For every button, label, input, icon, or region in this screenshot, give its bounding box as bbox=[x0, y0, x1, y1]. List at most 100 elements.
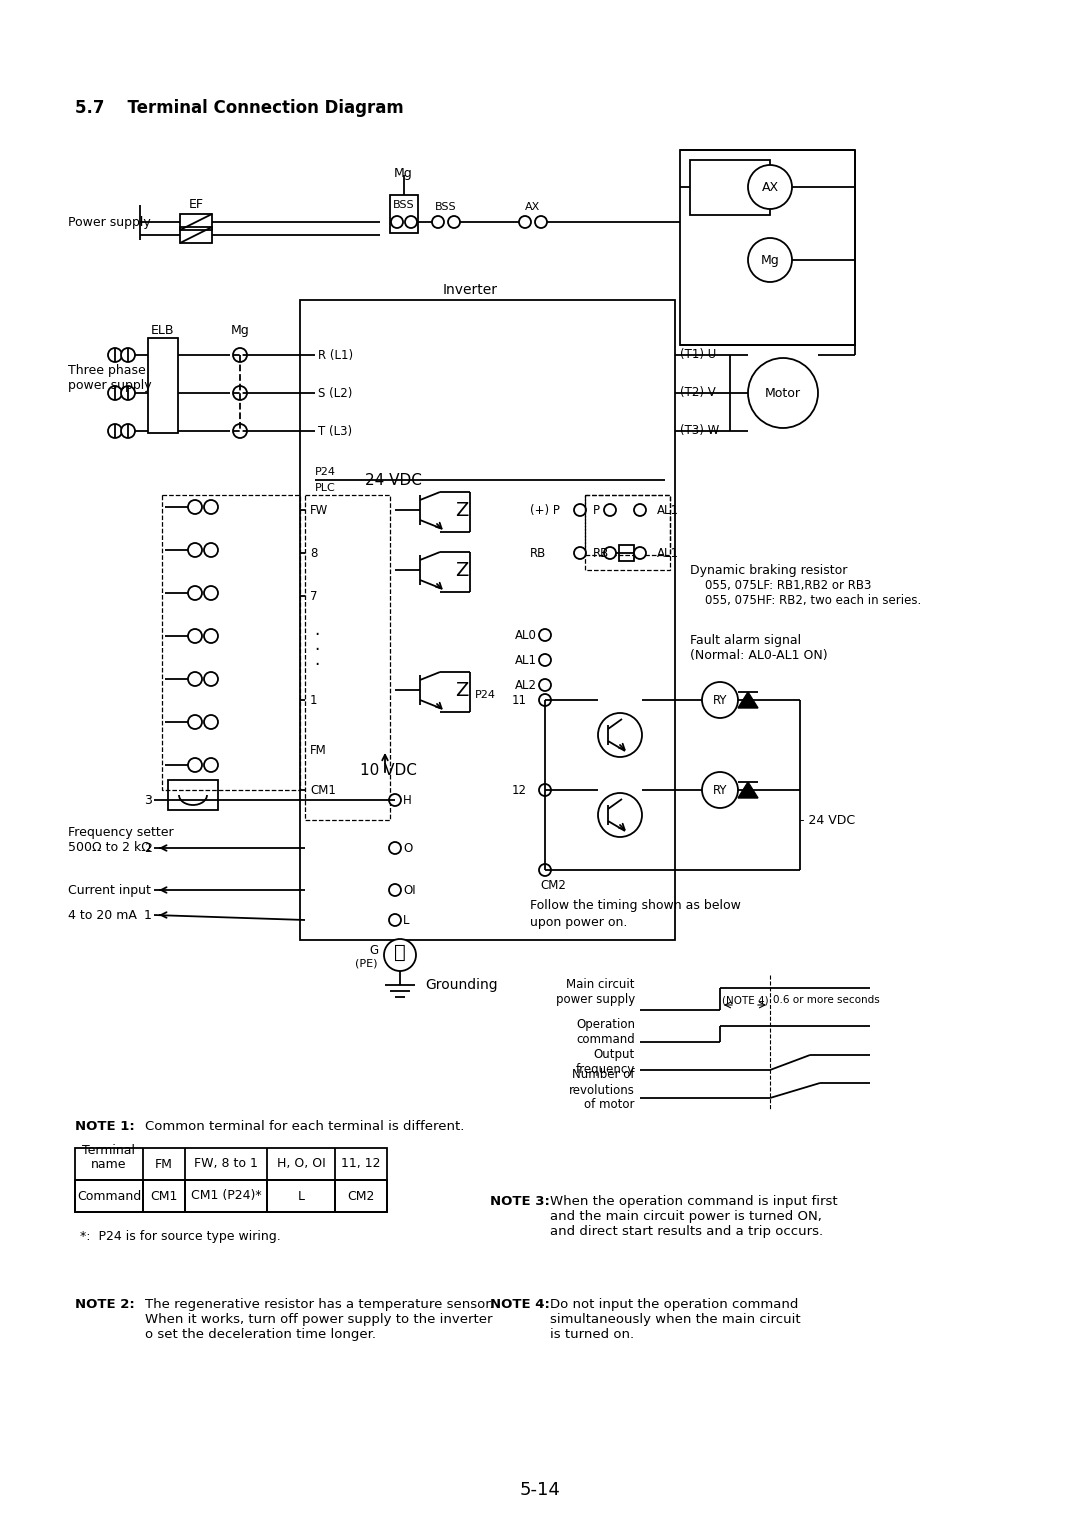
Text: P24: P24 bbox=[475, 691, 496, 700]
Text: (Normal: AL0-AL1 ON): (Normal: AL0-AL1 ON) bbox=[690, 648, 827, 662]
Text: 7: 7 bbox=[310, 590, 318, 602]
Bar bbox=[168, 779, 218, 810]
Circle shape bbox=[204, 715, 218, 729]
Circle shape bbox=[233, 387, 247, 400]
Text: Command: Command bbox=[77, 1189, 141, 1203]
Text: NOTE 2:: NOTE 2: bbox=[75, 1297, 135, 1311]
Text: AL1: AL1 bbox=[657, 504, 679, 516]
Text: Output
frequency: Output frequency bbox=[576, 1048, 635, 1076]
Text: CM1 (P24)*: CM1 (P24)* bbox=[191, 1189, 261, 1203]
Text: .: . bbox=[314, 651, 320, 669]
Text: T (L3): T (L3) bbox=[318, 425, 352, 437]
Text: BSS: BSS bbox=[435, 202, 457, 212]
Text: Z: Z bbox=[455, 501, 469, 520]
Circle shape bbox=[748, 165, 792, 209]
Text: Main circuit
power supply: Main circuit power supply bbox=[556, 978, 635, 1005]
Circle shape bbox=[121, 348, 135, 362]
Text: Mg: Mg bbox=[760, 254, 780, 266]
Text: (T1) U: (T1) U bbox=[680, 347, 716, 361]
Text: 1: 1 bbox=[310, 694, 318, 706]
Text: 8: 8 bbox=[310, 547, 318, 559]
Text: CM1: CM1 bbox=[310, 784, 336, 796]
Text: name: name bbox=[91, 1158, 126, 1170]
Text: Inverter: Inverter bbox=[443, 283, 498, 296]
Circle shape bbox=[204, 758, 218, 772]
Text: NOTE 4:: NOTE 4: bbox=[490, 1297, 550, 1311]
Text: AX: AX bbox=[525, 202, 541, 212]
Circle shape bbox=[519, 215, 531, 228]
Bar bbox=[75, 1180, 387, 1212]
Bar bbox=[305, 495, 390, 821]
Circle shape bbox=[389, 842, 401, 854]
Circle shape bbox=[604, 547, 616, 559]
Text: Mg: Mg bbox=[393, 167, 413, 179]
Text: ELB: ELB bbox=[151, 324, 175, 336]
Circle shape bbox=[702, 681, 738, 718]
Text: AL1: AL1 bbox=[515, 654, 537, 666]
Text: 4 to 20 mA: 4 to 20 mA bbox=[68, 909, 137, 921]
Circle shape bbox=[391, 215, 403, 228]
Text: P24: P24 bbox=[315, 468, 336, 477]
Circle shape bbox=[598, 714, 642, 756]
Bar bbox=[180, 228, 212, 243]
Circle shape bbox=[233, 423, 247, 439]
Bar bbox=[680, 150, 855, 345]
Circle shape bbox=[384, 940, 416, 970]
Bar bbox=[690, 160, 770, 215]
Text: - 24 VDC: - 24 VDC bbox=[800, 813, 855, 827]
Text: .: . bbox=[314, 620, 320, 639]
Text: Do not input the operation command
simultaneously when the main circuit
is turne: Do not input the operation command simul… bbox=[550, 1297, 800, 1342]
Text: FM: FM bbox=[156, 1158, 173, 1170]
Text: 11: 11 bbox=[512, 694, 527, 706]
Text: Operation
command: Operation command bbox=[576, 1018, 635, 1047]
Text: OI: OI bbox=[403, 883, 416, 897]
Text: Number of
revolutions
of motor: Number of revolutions of motor bbox=[569, 1068, 635, 1111]
Circle shape bbox=[188, 500, 202, 513]
Text: Current input: Current input bbox=[68, 883, 151, 897]
Circle shape bbox=[604, 504, 616, 516]
Text: NOTE 3:: NOTE 3: bbox=[490, 1195, 550, 1209]
Text: 5-14: 5-14 bbox=[519, 1481, 561, 1499]
Circle shape bbox=[389, 914, 401, 926]
Circle shape bbox=[748, 358, 818, 428]
Circle shape bbox=[204, 672, 218, 686]
Text: Motor: Motor bbox=[765, 387, 801, 399]
Text: power supply: power supply bbox=[68, 379, 151, 391]
Text: Z: Z bbox=[455, 561, 469, 579]
Text: AL0: AL0 bbox=[515, 628, 537, 642]
Text: PLC: PLC bbox=[315, 483, 336, 494]
Text: O: O bbox=[403, 842, 413, 854]
Text: BSS: BSS bbox=[393, 200, 415, 209]
Circle shape bbox=[539, 678, 551, 691]
Text: Follow the timing shown as below: Follow the timing shown as below bbox=[530, 898, 741, 912]
Circle shape bbox=[108, 348, 122, 362]
Text: Dynamic braking resistor: Dynamic braking resistor bbox=[690, 564, 848, 576]
Text: 3: 3 bbox=[144, 793, 152, 807]
Circle shape bbox=[108, 387, 122, 400]
Circle shape bbox=[573, 547, 586, 559]
Text: 055, 075HF: RB2, two each in series.: 055, 075HF: RB2, two each in series. bbox=[705, 593, 921, 607]
Text: RB: RB bbox=[593, 547, 609, 559]
Text: H, O, OI: H, O, OI bbox=[276, 1158, 325, 1170]
Text: CM2: CM2 bbox=[540, 879, 566, 891]
Text: L: L bbox=[297, 1189, 305, 1203]
Text: (NOTE 4): (NOTE 4) bbox=[721, 995, 768, 1005]
Bar bbox=[75, 1148, 387, 1212]
Circle shape bbox=[121, 423, 135, 439]
Text: CM1: CM1 bbox=[150, 1189, 178, 1203]
Text: 24 VDC: 24 VDC bbox=[365, 472, 422, 487]
Text: EF: EF bbox=[189, 197, 203, 211]
Circle shape bbox=[389, 795, 401, 805]
Circle shape bbox=[121, 387, 135, 400]
Text: Mg: Mg bbox=[231, 324, 249, 336]
Circle shape bbox=[233, 348, 247, 362]
Text: 10 VDC: 10 VDC bbox=[360, 762, 417, 778]
Circle shape bbox=[539, 694, 551, 706]
Text: The regenerative resistor has a temperature sensor.
When it works, turn off powe: The regenerative resistor has a temperat… bbox=[145, 1297, 494, 1342]
Text: 5.7    Terminal Connection Diagram: 5.7 Terminal Connection Diagram bbox=[75, 99, 404, 118]
Text: *:  P24 is for source type wiring.: *: P24 is for source type wiring. bbox=[80, 1230, 281, 1242]
Text: Frequency setter
500Ω to 2 kΩ: Frequency setter 500Ω to 2 kΩ bbox=[68, 827, 174, 854]
Polygon shape bbox=[738, 692, 758, 707]
Text: Terminal: Terminal bbox=[82, 1144, 135, 1158]
Text: L: L bbox=[403, 914, 409, 926]
